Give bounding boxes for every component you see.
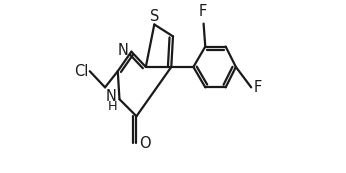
Text: O: O	[139, 136, 151, 151]
Text: Cl: Cl	[74, 64, 88, 79]
Text: H: H	[107, 100, 117, 113]
Text: S: S	[151, 9, 160, 24]
Text: N: N	[106, 89, 117, 104]
Text: F: F	[254, 80, 262, 95]
Text: F: F	[199, 4, 207, 19]
Text: N: N	[118, 43, 129, 58]
